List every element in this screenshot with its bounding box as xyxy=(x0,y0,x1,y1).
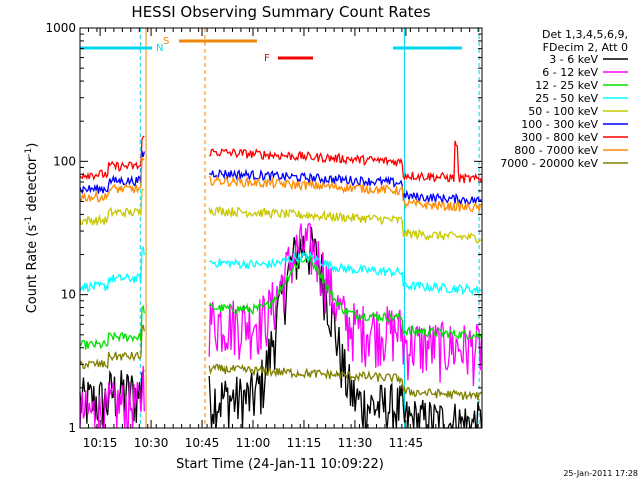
y-tick-label: 100 xyxy=(53,154,76,168)
chart-title: HESSI Observing Summary Count Rates xyxy=(131,3,430,21)
y-axis: 1 10 100 1000 xyxy=(45,21,482,435)
series-line xyxy=(79,222,483,429)
y-tick-label: 1 xyxy=(68,421,76,435)
series-line xyxy=(79,155,482,213)
y-axis-label-part: -1 xyxy=(24,216,34,225)
marker-label-s: S xyxy=(163,36,169,47)
legend-entry-label: 100 - 300 keV xyxy=(521,118,598,131)
legend-entry-label: 3 - 6 keV xyxy=(549,53,598,66)
legend-entry-label: 800 - 7000 keV xyxy=(514,144,598,157)
x-tick-label: 11:15 xyxy=(287,436,322,450)
series-line xyxy=(79,135,483,184)
legend-entry-label: 7000 - 20000 keV xyxy=(500,157,598,170)
timestamp: 25-Jan-2011 17:28 xyxy=(563,469,638,478)
y-axis-label-part: Count Rate (s xyxy=(25,225,40,314)
series-line xyxy=(79,150,482,207)
y-tick-label: 10 xyxy=(61,288,76,302)
x-tick-label: 10:15 xyxy=(83,436,118,450)
plot-frame xyxy=(79,27,483,429)
legend-entry-label: 25 - 50 keV xyxy=(535,92,598,105)
x-axis: 10:15 10:30 10:45 11:00 11:15 11:30 11:45 xyxy=(79,28,479,450)
legend-header: Det 1,3,4,5,6,9, xyxy=(542,28,628,41)
legend-entry-label: 12 - 25 keV xyxy=(535,79,598,92)
x-tick-label: 11:45 xyxy=(389,436,424,450)
y-axis-label: Count Rate (s-1 detector-1) xyxy=(24,143,40,314)
marker-label-f: F xyxy=(264,53,270,64)
series-line xyxy=(79,253,483,350)
series-line xyxy=(79,324,482,401)
x-tick-label: 10:45 xyxy=(185,436,220,450)
x-tick-label: 11:00 xyxy=(236,436,271,450)
y-axis-label-part: detector xyxy=(25,156,40,216)
x-tick-label: 10:30 xyxy=(134,436,169,450)
legend-header: FDecim 2, Att 0 xyxy=(543,41,628,54)
legend: Det 1,3,4,5,6,9,FDecim 2, Att 03 - 6 keV… xyxy=(500,28,628,170)
x-tick-label: 11:30 xyxy=(338,436,373,450)
plot-area: NS F xyxy=(79,28,483,429)
y-axis-label-part: ) xyxy=(25,143,40,148)
legend-entry-label: 6 - 12 keV xyxy=(542,66,598,79)
legend-entry-label: 300 - 800 keV xyxy=(521,131,598,144)
y-tick-label: 1000 xyxy=(45,21,76,35)
y-axis-label-part: -1 xyxy=(24,148,34,157)
legend-entry-label: 50 - 100 keV xyxy=(528,105,598,118)
marker-label-n: N xyxy=(156,43,163,54)
series-line xyxy=(79,188,482,244)
x-axis-label: Start Time (24-Jan-11 10:09:22) xyxy=(176,457,384,472)
series-line xyxy=(79,245,482,296)
